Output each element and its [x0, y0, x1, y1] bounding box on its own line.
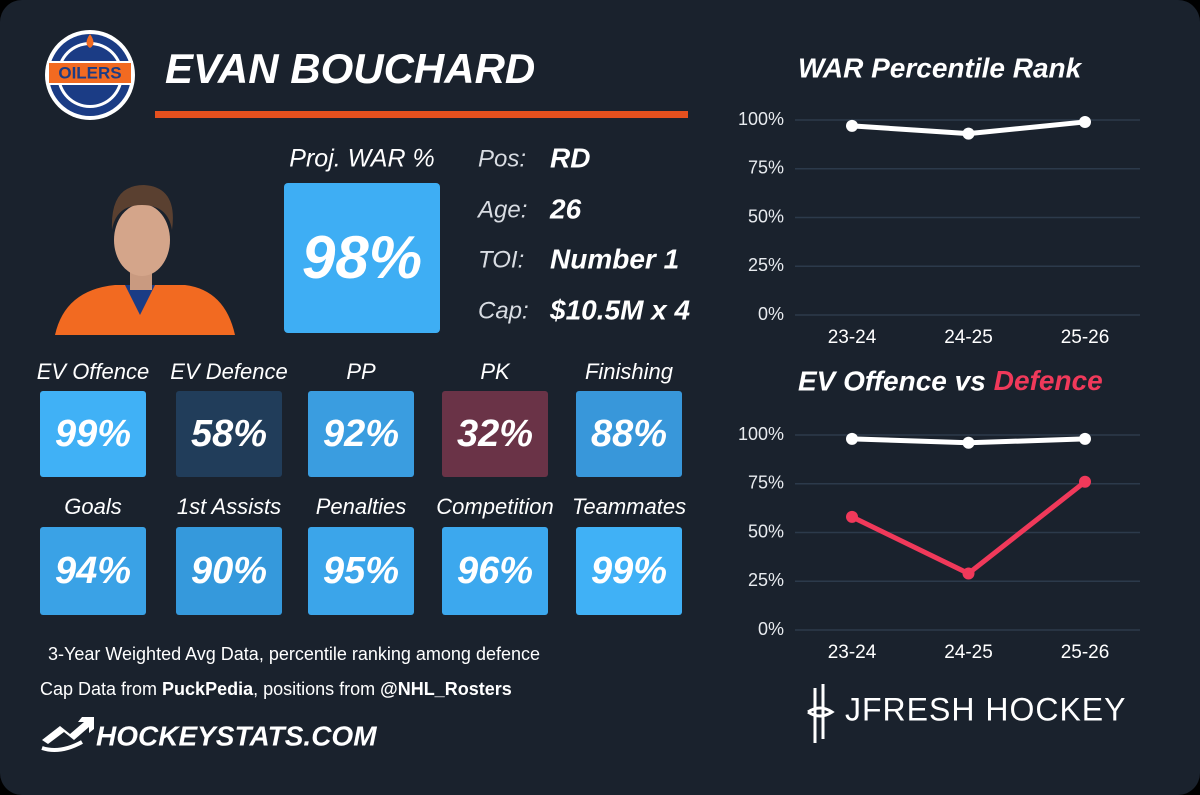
- info-label: Pos:: [478, 145, 526, 172]
- tile-label: PK: [480, 359, 511, 384]
- info-value: RD: [550, 142, 590, 173]
- tile-value: 96%: [457, 550, 533, 592]
- proj-war-value: 98%: [302, 224, 422, 291]
- tile-value: 88%: [591, 413, 667, 455]
- hockeystats-icon: [41, 717, 94, 752]
- info-value: 26: [549, 193, 582, 224]
- proj-war-label: Proj. WAR %: [289, 145, 434, 173]
- tile: [40, 527, 146, 615]
- tile-value: 58%: [191, 413, 267, 455]
- series-point: [1079, 115, 1091, 128]
- series-point: [1079, 475, 1091, 488]
- y-tick-label: 75%: [748, 158, 784, 178]
- tile: [176, 527, 282, 615]
- info-label: Cap:: [478, 297, 529, 324]
- y-tick-label: 100%: [738, 424, 784, 444]
- y-tick-label: 25%: [748, 255, 784, 275]
- source-prefix: Cap Data from: [40, 679, 157, 699]
- info-label: TOI:: [478, 246, 524, 273]
- y-tick-label: 0%: [758, 619, 784, 639]
- tile-value: 95%: [323, 550, 399, 592]
- jfresh-icon: [807, 684, 835, 743]
- source-cap: PuckPedia: [162, 679, 254, 699]
- x-tick-label: 25-26: [1061, 327, 1110, 348]
- tile: [576, 391, 682, 477]
- team-logo: OILERS: [45, 30, 135, 120]
- tile-label: Goals: [64, 494, 121, 519]
- source-mid: , positions from: [253, 679, 375, 699]
- logo-text: OILERS: [58, 63, 121, 82]
- tile-label: Finishing: [585, 359, 674, 384]
- tile: [308, 527, 414, 615]
- x-tick-label: 24-25: [944, 327, 993, 348]
- tile-label: Penalties: [316, 494, 407, 519]
- footer-source: Cap Data from PuckPedia, positions from @N…: [40, 679, 512, 699]
- tile: [176, 391, 282, 477]
- tile: [308, 391, 414, 477]
- tile: [442, 391, 548, 477]
- series-point: [962, 127, 975, 140]
- brand-name: JFRESH HOCKEY: [845, 691, 1126, 727]
- player-name: EVAN BOUCHARD: [165, 45, 535, 92]
- site-name: HOCKEYSTATS.COM: [96, 720, 377, 751]
- x-tick-label: 23-24: [828, 642, 877, 663]
- x-tick-label: 25-26: [1061, 642, 1110, 663]
- tile: [442, 527, 548, 615]
- tile: [40, 391, 146, 477]
- y-tick-label: 100%: [738, 109, 784, 129]
- proj-war-box: [284, 183, 440, 333]
- tile-label: PP: [346, 359, 376, 384]
- tile-value: 32%: [457, 413, 533, 455]
- y-tick-label: 50%: [748, 521, 784, 541]
- y-tick-label: 75%: [748, 473, 784, 493]
- footer-note: 3-Year Weighted Avg Data, percentile ran…: [48, 644, 540, 664]
- info-value: $10.5M x 4: [549, 294, 691, 325]
- info-label: Age:: [476, 196, 527, 223]
- tile-value: 99%: [55, 413, 131, 455]
- series-point: [846, 432, 858, 445]
- chart-title: WAR Percentile Rank: [798, 52, 1083, 83]
- chart-title: EV Offence vs Defence: [798, 365, 1103, 396]
- source-pos: @NHL_Rosters: [380, 679, 512, 699]
- player-photo: [55, 185, 235, 335]
- series-point: [962, 436, 975, 449]
- tile-label: 1st Assists: [177, 494, 281, 519]
- y-tick-label: 25%: [748, 570, 784, 590]
- tile-label: Teammates: [572, 494, 686, 519]
- tile-label: Competition: [436, 494, 553, 519]
- tile-label: EV Offence: [37, 359, 150, 384]
- tile-label: EV Defence: [170, 359, 287, 384]
- tile-value: 90%: [191, 550, 267, 592]
- tile-value: 94%: [55, 550, 131, 592]
- name-underline: [155, 111, 688, 118]
- info-value: Number 1: [550, 243, 679, 274]
- y-tick-label: 0%: [758, 304, 784, 324]
- x-tick-label: 23-24: [828, 327, 877, 348]
- tile-value: 92%: [323, 413, 399, 455]
- x-tick-label: 24-25: [944, 642, 993, 663]
- y-tick-label: 50%: [748, 206, 784, 226]
- series-point: [1079, 432, 1091, 445]
- chart-title-highlight: Defence: [994, 365, 1103, 396]
- tile: [576, 527, 682, 615]
- series-point: [846, 119, 858, 132]
- series-point: [846, 510, 858, 523]
- tile-value: 99%: [591, 550, 667, 592]
- series-point: [962, 567, 975, 580]
